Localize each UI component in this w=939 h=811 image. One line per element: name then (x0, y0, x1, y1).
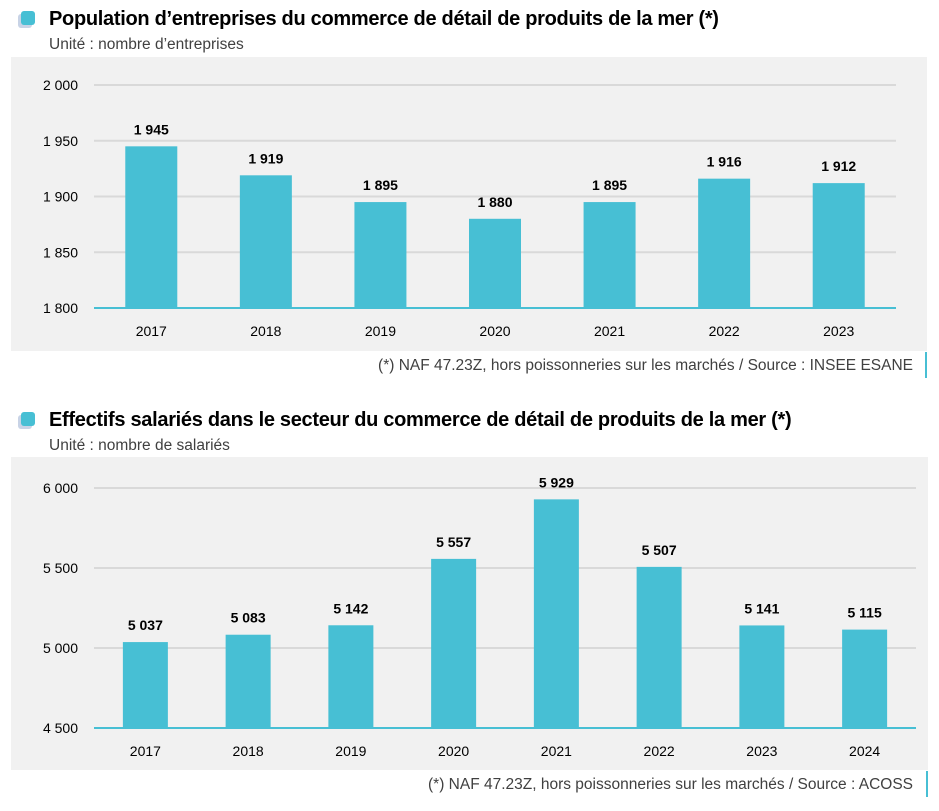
bar-2020 (431, 558, 477, 728)
x-tick-label: 2023 (746, 743, 777, 759)
x-tick-label: 2017 (130, 743, 161, 759)
data-label: 5 929 (539, 474, 574, 490)
x-tick-label: 2024 (849, 743, 880, 759)
chart1-panel: 1 800 1 850 1 900 1 950 2 000 1 945 2017 1 919 2… (11, 57, 927, 351)
x-tick-label: 2020 (438, 743, 469, 759)
y-tick-label: 2 000 (43, 77, 78, 93)
chart1-heading: Population d’entreprises du commerce de … (17, 8, 719, 31)
bar-2022 (636, 566, 682, 728)
x-tick-label: 2021 (594, 323, 625, 339)
x-tick-label: 2017 (136, 323, 167, 339)
y-tick-label: 5 500 (43, 560, 78, 576)
bar-2017 (125, 146, 178, 308)
chart1-footnote-accent (925, 352, 927, 378)
x-tick-label: 2021 (541, 743, 572, 759)
y-tick-label: 4 500 (43, 720, 78, 736)
data-label: 5 557 (436, 534, 471, 550)
square-bullet-icon (17, 9, 39, 31)
chart1-svg: 1 800 1 850 1 900 1 950 2 000 1 945 2017 1 919 2… (43, 77, 896, 339)
chart2-footnote-accent (926, 771, 928, 797)
chart2-footnote: (*) NAF 47.23Z, hors poissonneries sur l… (428, 776, 913, 793)
chart1-title: Population d’entreprises du commerce de … (49, 8, 719, 30)
y-tick-label: 6 000 (43, 480, 78, 496)
data-label: 1 916 (707, 154, 742, 170)
chart2-title: Effectifs salariés dans le secteur du co… (49, 409, 792, 431)
data-label: 1 895 (363, 177, 398, 193)
y-tick-label: 1 800 (43, 300, 78, 316)
bar-2019 (328, 625, 374, 728)
bar-2018 (239, 175, 292, 308)
data-label: 1 895 (592, 177, 627, 193)
bar-2023 (812, 183, 865, 308)
data-label: 5 142 (333, 600, 368, 616)
bar-2021 (533, 499, 579, 728)
y-tick-label: 1 850 (43, 244, 78, 260)
x-tick-label: 2022 (709, 323, 740, 339)
bar-2023 (739, 625, 785, 728)
chart1-unit: Unité : nombre d’entreprises (49, 36, 244, 53)
data-label: 1 880 (477, 194, 512, 210)
chart2-heading: Effectifs salariés dans le secteur du co… (17, 409, 792, 432)
x-tick-label: 2023 (823, 323, 854, 339)
bar-2017 (122, 642, 168, 728)
bar-2024 (842, 629, 888, 728)
y-tick-label: 1 950 (43, 133, 78, 149)
data-label: 5 141 (744, 600, 779, 616)
data-label: 5 115 (847, 605, 881, 621)
x-tick-label: 2020 (479, 323, 510, 339)
x-tick-label: 2018 (233, 743, 264, 759)
bar-2019 (354, 202, 407, 308)
y-tick-label: 1 900 (43, 189, 78, 205)
data-label: 5 037 (128, 617, 163, 633)
square-bullet-icon (17, 410, 39, 432)
bar-2021 (583, 202, 636, 308)
y-tick-label: 5 000 (43, 640, 78, 656)
data-label: 1 945 (134, 121, 169, 137)
chart1-footnote: (*) NAF 47.23Z, hors poissonneries sur l… (378, 357, 913, 374)
chart2-svg: 4 500 5 000 5 500 6 000 5 037 2017 5 083 2018 5 … (43, 474, 916, 759)
x-tick-label: 2022 (644, 743, 675, 759)
bar-2020 (469, 218, 521, 308)
data-label: 1 919 (248, 150, 283, 166)
data-label: 1 912 (821, 158, 856, 174)
x-tick-label: 2018 (250, 323, 281, 339)
data-label: 5 083 (231, 610, 266, 626)
x-tick-label: 2019 (365, 323, 396, 339)
bar-2018 (225, 634, 271, 728)
data-label: 5 507 (642, 542, 677, 558)
chart2-panel: 4 500 5 000 5 500 6 000 5 037 2017 5 083 2018 5 … (11, 457, 928, 770)
chart2-unit: Unité : nombre de salariés (49, 437, 230, 454)
x-tick-label: 2019 (335, 743, 366, 759)
bar-2022 (698, 178, 751, 308)
